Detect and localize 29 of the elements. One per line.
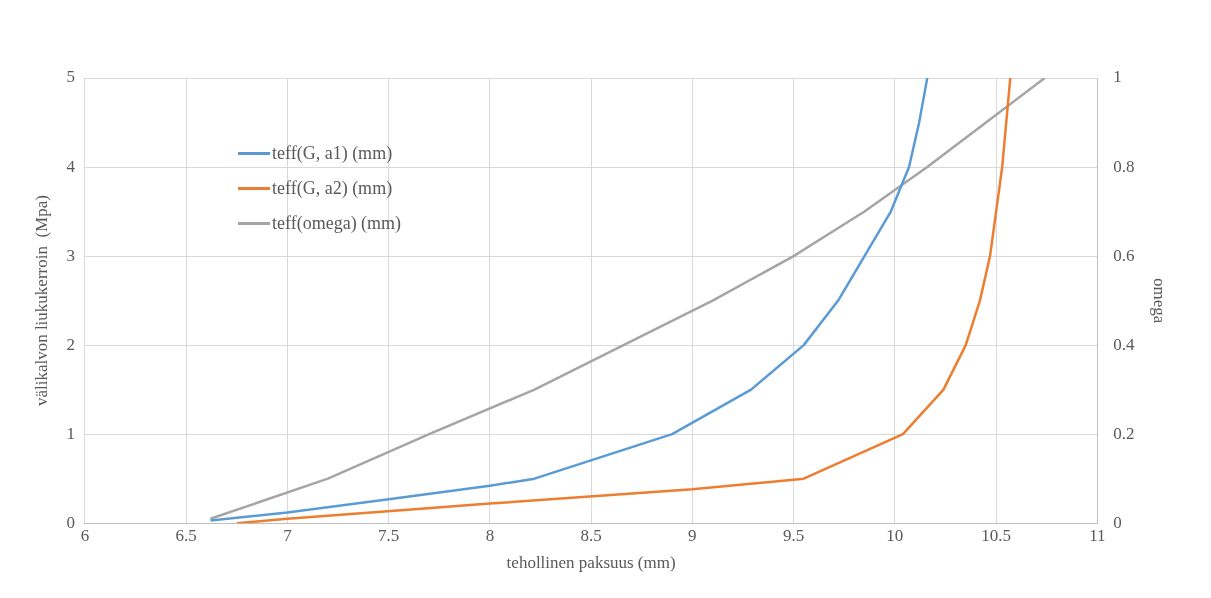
y-tick-label: 1: [66, 423, 75, 443]
legend-label: teff(omega) (mm): [272, 213, 402, 234]
x-tick-label: 9.5: [782, 525, 805, 545]
x-tick-label: 8.5: [580, 525, 602, 545]
x-tick-label: 8: [485, 525, 495, 545]
y-tick-label: 5: [66, 67, 75, 87]
legend-label: teff(G, a1) (mm): [272, 143, 393, 164]
y2-tick-label: 0: [1113, 512, 1122, 532]
x-axis-title: tehollinen paksuus (mm): [506, 553, 676, 573]
y2-tick-label: 1: [1113, 67, 1122, 87]
x-tick-label: 7.5: [378, 525, 400, 545]
y2-tick-label: 0.2: [1113, 423, 1135, 443]
x-tick-label: 10: [886, 525, 904, 545]
y-tick-label: 3: [66, 245, 75, 265]
legend-label: teff(G, a2) (mm): [272, 178, 393, 199]
x-tick-label: 10.5: [981, 525, 1011, 545]
x-tick-label: 9: [688, 525, 697, 545]
y2-tick-label: 0.8: [1113, 156, 1135, 176]
y-tick-label: 2: [66, 334, 75, 354]
x-tick-label: 6: [80, 525, 90, 545]
x-tick-label: 7: [283, 525, 293, 545]
y2-tick-label: 0.6: [1113, 245, 1135, 265]
y-tick-label: 4: [66, 156, 76, 176]
x-tick-label: 11: [1089, 525, 1106, 545]
x-tick-label: 6.5: [175, 525, 197, 545]
y2-tick-label: 0.4: [1113, 334, 1136, 354]
y2-axis-title: omega: [1150, 277, 1170, 324]
y-axis-title: välikalvon liukukerroin (Mpa): [31, 195, 51, 407]
y-tick-label: 0: [66, 512, 75, 532]
